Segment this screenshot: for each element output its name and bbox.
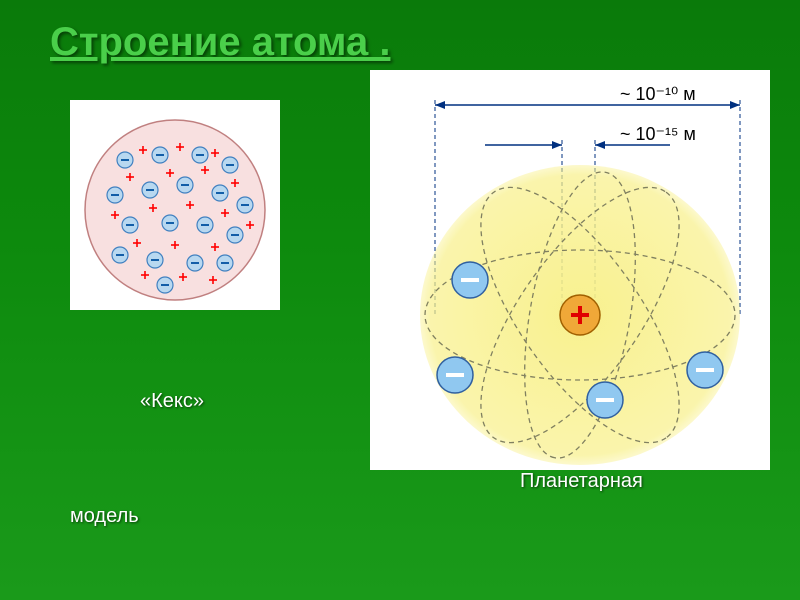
label-model: модель	[70, 505, 139, 528]
svg-text:~ 10⁻¹⁰ м: ~ 10⁻¹⁰ м	[620, 84, 696, 104]
label-planetary: Планетарная	[520, 470, 643, 493]
label-keks: «Кекс»	[140, 390, 204, 413]
rutherford-diagram: ~ 10⁻¹⁰ м ~ 10⁻¹⁵ м	[370, 70, 770, 470]
slide-title: Строение атома .	[50, 20, 390, 65]
rutherford-model-panel: ~ 10⁻¹⁰ м ~ 10⁻¹⁵ м	[370, 70, 770, 470]
thomson-model-panel	[70, 100, 280, 310]
svg-text:~ 10⁻¹⁵ м: ~ 10⁻¹⁵ м	[620, 124, 696, 144]
thomson-diagram	[75, 105, 275, 305]
